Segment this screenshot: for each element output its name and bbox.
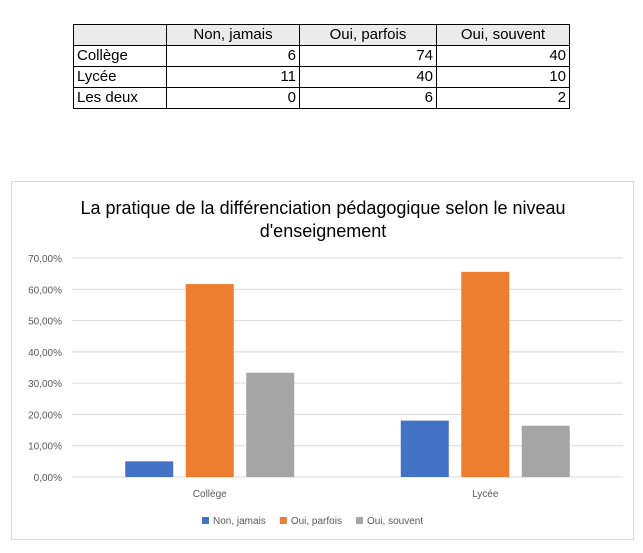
cell: 10 xyxy=(436,66,570,88)
legend-label: Oui, parfois xyxy=(291,516,342,527)
table-row: Lycée 11 40 10 xyxy=(73,66,570,88)
chart-title-line-1: La pratique de la différenciation pédago… xyxy=(80,198,565,218)
cell: 2 xyxy=(436,87,570,109)
header-cell xyxy=(73,24,167,46)
data-table: Non, jamais Oui, parfois Oui, souvent Co… xyxy=(73,24,570,109)
legend-label: Oui, souvent xyxy=(367,516,423,527)
table-row: Les deux 0 6 2 xyxy=(73,87,570,109)
y-tick-label: 40,00% xyxy=(28,348,62,359)
cell: 6 xyxy=(166,45,300,67)
cell: 40 xyxy=(299,66,437,88)
row-label: Collège xyxy=(73,45,167,67)
header-cell: Non, jamais xyxy=(166,24,300,46)
x-category-label: Collège xyxy=(193,489,227,500)
chart-title-line-2: d'enseignement xyxy=(260,221,387,241)
y-tick-label: 30,00% xyxy=(28,379,62,390)
bar xyxy=(461,271,510,477)
cell: 11 xyxy=(166,66,300,88)
y-tick-label: 50,00% xyxy=(28,317,62,328)
bar-chart: La pratique de la différenciation pédago… xyxy=(11,181,634,540)
legend-swatch xyxy=(355,517,363,524)
y-tick-label: 60,00% xyxy=(28,285,62,296)
y-tick-label: 10,00% xyxy=(28,442,62,453)
legend-label: Non, jamais xyxy=(213,516,266,527)
cell: 74 xyxy=(299,45,437,67)
bar xyxy=(400,420,449,477)
bar xyxy=(246,372,295,477)
bar xyxy=(125,461,174,477)
cell: 6 xyxy=(299,87,437,109)
bar xyxy=(521,425,570,477)
cell: 40 xyxy=(436,45,570,67)
chart-svg: La pratique de la différenciation pédago… xyxy=(28,198,623,527)
y-tick-label: 20,00% xyxy=(28,410,62,421)
legend-swatch xyxy=(279,517,287,524)
table-header-row: Non, jamais Oui, parfois Oui, souvent xyxy=(73,24,570,46)
legend-swatch xyxy=(202,517,209,524)
bar xyxy=(185,284,234,477)
cell: 0 xyxy=(166,87,300,109)
y-tick-label: 70,00% xyxy=(28,254,62,265)
header-cell: Oui, parfois xyxy=(299,24,437,46)
x-category-label: Lycée xyxy=(472,489,499,500)
header-cell: Oui, souvent xyxy=(436,24,570,46)
table-row: Collège 6 74 40 xyxy=(73,45,570,67)
row-label: Les deux xyxy=(73,87,167,109)
row-label: Lycée xyxy=(73,66,167,88)
y-tick-label: 0,00% xyxy=(34,473,62,484)
